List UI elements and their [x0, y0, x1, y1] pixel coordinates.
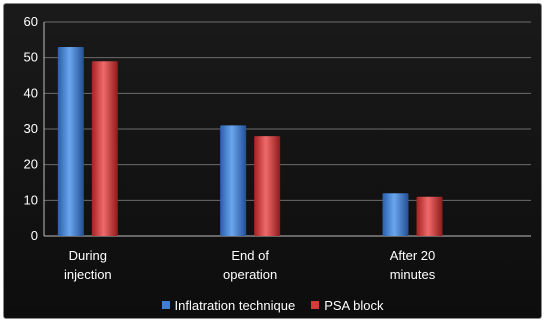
- bar-psa-block: [254, 136, 281, 236]
- legend-label: Inflatration technique: [174, 297, 296, 313]
- y-axis: 0 10 20 30 40 50 60: [24, 14, 45, 243]
- bar-inflatration: [382, 193, 409, 236]
- legend-item-series-1: Inflatration technique: [161, 297, 296, 313]
- y-tick-label: 60: [24, 14, 38, 29]
- bar-inflatration: [220, 125, 247, 236]
- y-tick-label: 30: [24, 121, 38, 136]
- y-tick-label: 20: [24, 157, 38, 172]
- y-tick-label: 0: [31, 228, 38, 243]
- bar-psa-block: [416, 196, 443, 236]
- bars: [57, 46, 443, 236]
- y-tick-label: 50: [24, 50, 38, 65]
- bar-inflatration: [57, 46, 84, 236]
- legend-swatch-blue: [161, 301, 170, 309]
- chart-frame: 0 10 20 30 40 50 60 During injection End of opera…: [3, 3, 542, 319]
- gridlines: [44, 21, 531, 237]
- legend-item-series-2: PSA block: [311, 298, 383, 313]
- legend: Inflatration technique PSA block: [4, 296, 541, 314]
- x-category-label: After 20: [390, 248, 436, 263]
- y-tick-label: 40: [24, 85, 38, 100]
- legend-swatch-red: [311, 301, 320, 309]
- bar-chart: 0 10 20 30 40 50 60 During injection End of opera…: [24, 14, 531, 282]
- legend-label: PSA block: [324, 297, 384, 313]
- bar-psa-block: [91, 61, 118, 236]
- x-axis: During injection End of operation After 20 mi…: [64, 248, 436, 282]
- x-category-label: End of: [231, 248, 269, 263]
- x-category-label: operation: [223, 267, 277, 282]
- x-category-label: injection: [64, 267, 112, 282]
- y-tick-label: 10: [24, 192, 38, 207]
- x-category-label: During: [69, 248, 107, 263]
- x-category-label: minutes: [390, 267, 436, 282]
